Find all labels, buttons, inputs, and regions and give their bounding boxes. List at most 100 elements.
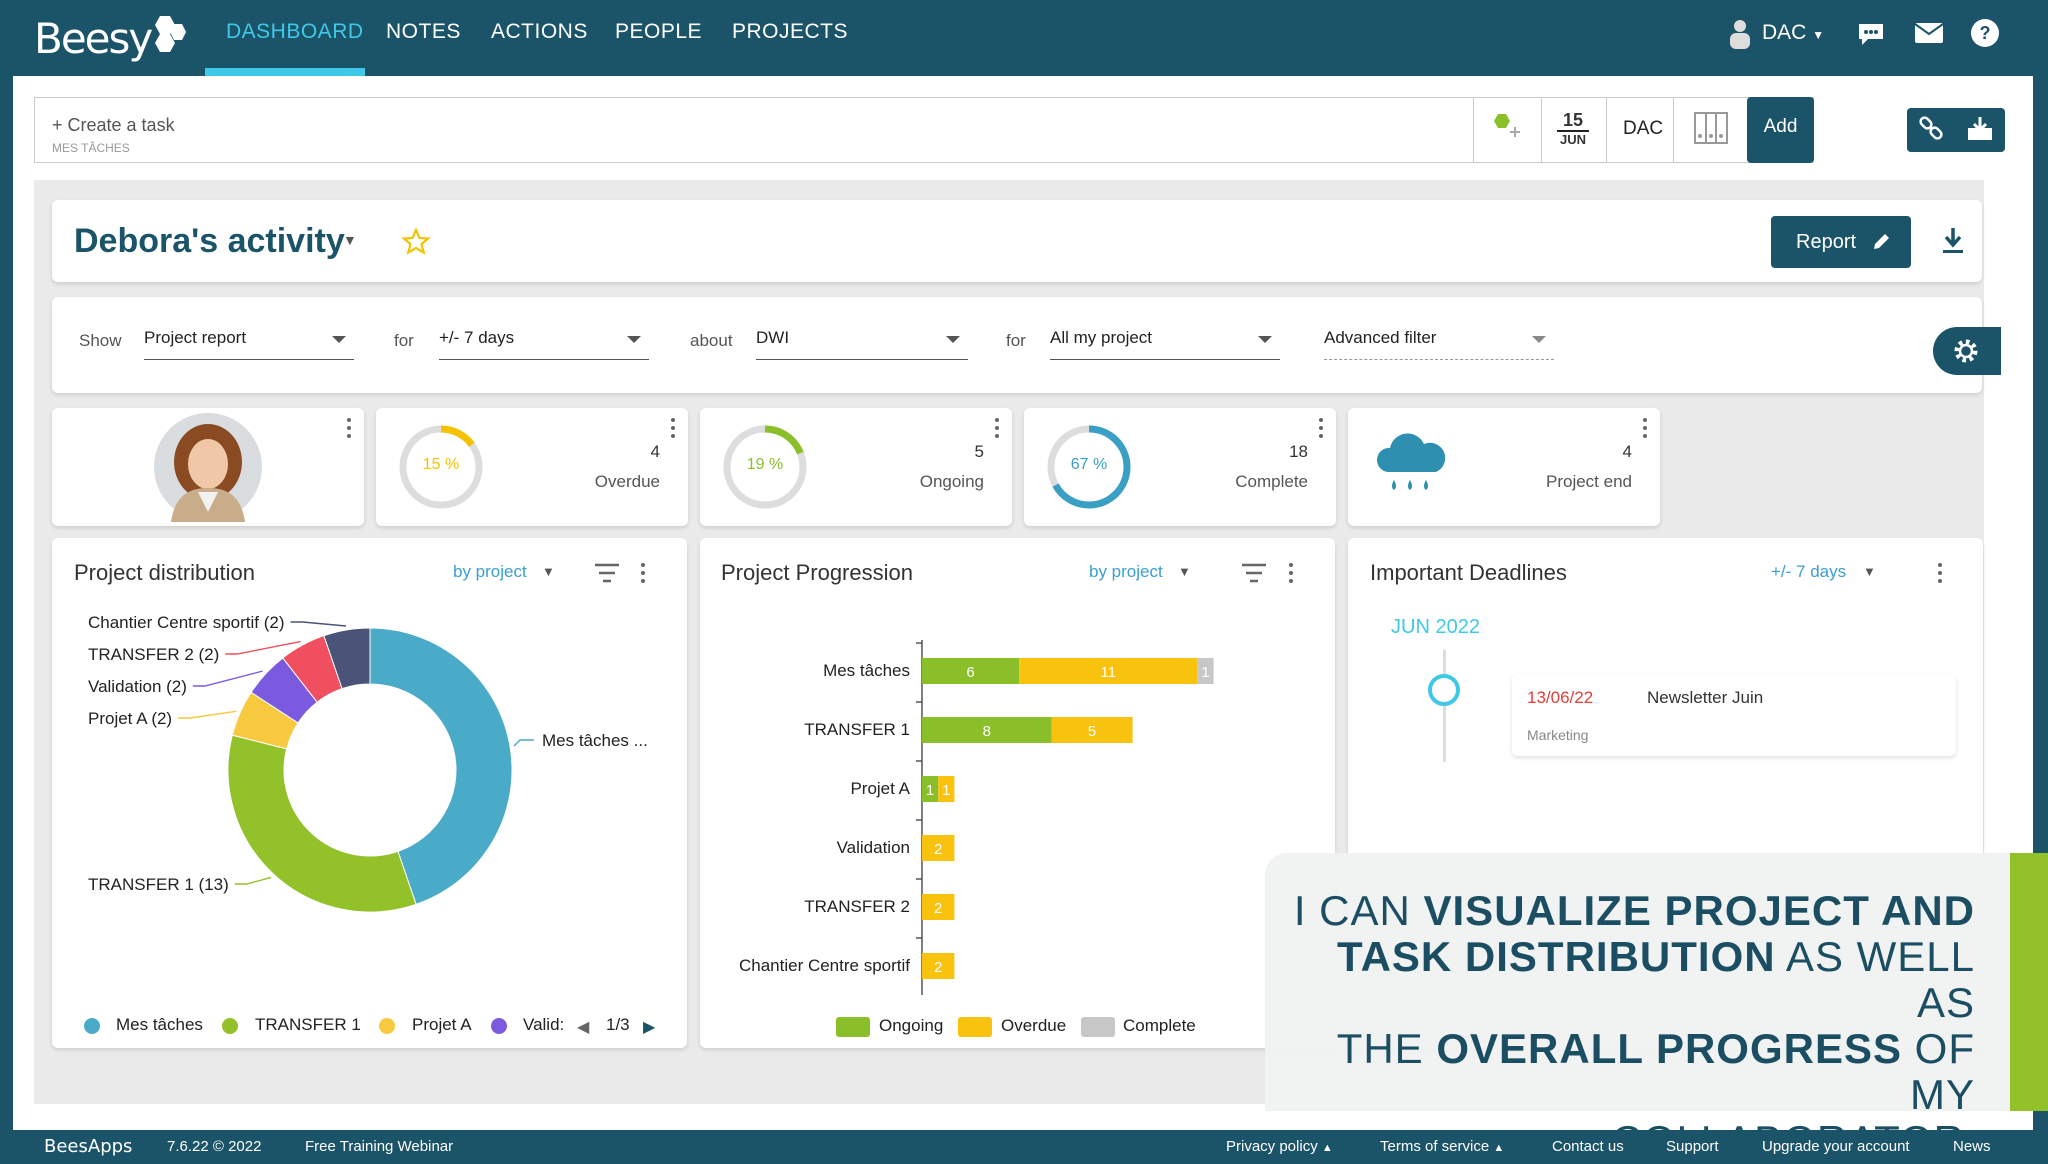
deadline-item[interactable]: [1512, 674, 1956, 756]
show-label: Show: [79, 331, 122, 350]
more-icon[interactable]: [641, 563, 647, 587]
favorite-star-icon[interactable]: [401, 227, 431, 257]
bar-segment[interactable]: [1051, 717, 1133, 743]
about-select[interactable]: DWI: [756, 322, 968, 360]
bar-segment[interactable]: [938, 776, 955, 802]
period-select[interactable]: +/- 7 days: [439, 322, 649, 360]
bar-segment[interactable]: [1019, 658, 1198, 684]
caption-part: I CAN: [1293, 887, 1424, 934]
beesy-logo[interactable]: Beesy: [34, 14, 153, 63]
assignee-selector[interactable]: DAC: [1623, 118, 1664, 139]
timeline-dot: [1428, 674, 1460, 706]
legend-next-icon[interactable]: ▶: [643, 1019, 656, 1036]
overdue-percent: 15 %: [422, 456, 460, 473]
project-scope-select[interactable]: All my project: [1050, 322, 1280, 360]
donut-slice[interactable]: [227, 734, 417, 913]
download-icon[interactable]: [1940, 226, 1966, 256]
ring-progress: [399, 425, 483, 509]
more-icon[interactable]: [1643, 418, 1649, 442]
donut-slice-label: Validation (2): [88, 677, 187, 696]
chat-icon[interactable]: [1856, 21, 1886, 47]
nav-dashboard[interactable]: DASHBOARD: [226, 20, 364, 43]
deadlines-range-select[interactable]: +/- 7 days: [1771, 562, 1847, 581]
bar-segment[interactable]: [922, 776, 939, 802]
due-date-picker[interactable]: 15 JUN: [1557, 110, 1589, 147]
report-button[interactable]: Report: [1771, 216, 1911, 268]
user-menu[interactable]: DAC ▼: [1762, 16, 1824, 52]
nav-projects[interactable]: PROJECTS: [732, 20, 849, 43]
settings-button[interactable]: [1933, 327, 2001, 375]
board-icon[interactable]: [1694, 112, 1728, 144]
contact-link[interactable]: Contact us: [1552, 1138, 1624, 1155]
privacy-link[interactable]: Privacy policy ▲: [1226, 1138, 1333, 1155]
bar-segment[interactable]: [922, 658, 1020, 684]
legend-prev-icon[interactable]: ◀: [577, 1019, 590, 1036]
report-type-select[interactable]: Project report: [144, 322, 354, 360]
more-icon[interactable]: [671, 418, 677, 442]
privacy-label: Privacy policy: [1226, 1138, 1318, 1155]
advanced-filter-select[interactable]: Advanced filter: [1324, 322, 1554, 360]
progression-by-select[interactable]: by project: [1089, 562, 1163, 581]
news-link[interactable]: News: [1953, 1138, 1991, 1155]
export-icon[interactable]: [1965, 114, 1995, 144]
bar-value-label: 11: [1101, 664, 1117, 681]
distribution-by-select[interactable]: by project: [453, 562, 527, 581]
legend-swatch: [379, 1018, 395, 1034]
bar-segment[interactable]: [922, 835, 955, 861]
more-icon[interactable]: [995, 418, 1001, 442]
legend-item[interactable]: Complete: [1123, 1016, 1196, 1035]
category-label: Chantier Centre sportif: [739, 956, 910, 975]
help-icon[interactable]: ?: [1970, 18, 2000, 48]
category-label: Validation: [837, 838, 910, 857]
bar-segment[interactable]: [922, 953, 955, 979]
legend-item[interactable]: Overdue: [1001, 1016, 1067, 1035]
more-icon[interactable]: [347, 418, 353, 442]
chevron-down-icon[interactable]: ▼: [1863, 564, 1876, 579]
donut-slice[interactable]: [323, 627, 371, 690]
more-icon[interactable]: [1319, 418, 1325, 442]
terms-link[interactable]: Terms of service ▲: [1380, 1138, 1504, 1155]
nav-people[interactable]: PEOPLE: [615, 20, 703, 43]
bar-segment[interactable]: [1197, 658, 1214, 684]
nav-notes[interactable]: NOTES: [386, 20, 461, 43]
legend-item[interactable]: Projet A: [412, 1015, 472, 1034]
more-icon[interactable]: [1289, 563, 1295, 587]
webinar-link[interactable]: Free Training Webinar: [305, 1138, 454, 1155]
divider: [1606, 97, 1607, 163]
activity-dropdown-icon[interactable]: ▼: [343, 232, 357, 248]
add-task-button[interactable]: Add: [1747, 97, 1814, 163]
filter-icon[interactable]: [1241, 562, 1267, 584]
complete-progress-ring: [1047, 425, 1131, 509]
donut-slice[interactable]: [369, 627, 513, 905]
filter-icon[interactable]: [594, 562, 620, 584]
active-tab-indicator: [205, 68, 365, 76]
activity-title[interactable]: Debora's activity: [74, 222, 345, 260]
top-navbar: Beesy DASHBOARD NOTES ACTIONS PEOPLE PRO…: [0, 0, 2048, 76]
complete-label: Complete: [1235, 472, 1308, 491]
divider: [1673, 97, 1674, 163]
caption-part: OF MY: [1902, 1025, 1975, 1118]
mail-icon[interactable]: [1914, 22, 1944, 44]
chevron-down-icon[interactable]: ▼: [542, 564, 555, 579]
chevron-down-icon[interactable]: ▼: [1178, 564, 1191, 579]
beesapps-logo[interactable]: BeesApps: [44, 1136, 133, 1157]
project-tag-icon[interactable]: [1490, 112, 1522, 144]
legend-item[interactable]: Mes tâches: [116, 1015, 203, 1034]
support-link[interactable]: Support: [1666, 1138, 1719, 1155]
project-end-count: 4: [1622, 442, 1632, 461]
bar-segment[interactable]: [922, 894, 955, 920]
legend-item[interactable]: Valid:: [523, 1015, 565, 1034]
donut-slice-label: Chantier Centre sportif (2): [88, 613, 285, 632]
more-icon[interactable]: [1938, 563, 1944, 587]
upgrade-link[interactable]: Upgrade your account: [1762, 1138, 1910, 1155]
nav-actions[interactable]: ACTIONS: [491, 20, 588, 43]
complete-percent: 67 %: [1070, 456, 1108, 473]
avatar[interactable]: [153, 412, 263, 522]
create-task-input[interactable]: + Create a task: [52, 115, 175, 135]
legend-item[interactable]: TRANSFER 1: [255, 1015, 361, 1034]
project-end-label: Project end: [1546, 472, 1632, 491]
legend-item[interactable]: Ongoing: [879, 1016, 944, 1035]
bar-segment[interactable]: [922, 717, 1052, 743]
link-icon[interactable]: [1917, 116, 1945, 144]
caption-part: THE: [1336, 1025, 1437, 1072]
